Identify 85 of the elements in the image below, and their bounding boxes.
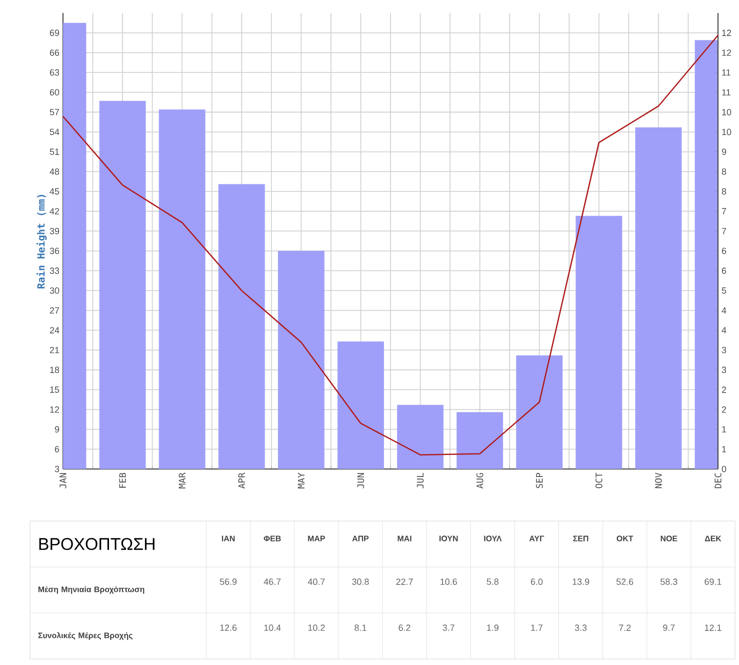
x-tick-label: FEB: [119, 472, 126, 488]
x-tick-label: JAN: [60, 473, 66, 488]
y2-tick-label: 2: [722, 406, 726, 413]
y-tick-label: 30: [50, 287, 60, 294]
data-label: 69.1: [704, 578, 722, 585]
text: ΒΡΟΧΟΠΤΩΣΗ: [39, 538, 154, 550]
data-label: 6.2: [398, 624, 410, 631]
y-tick-label: 57: [50, 108, 60, 116]
y-tick-label: 12: [50, 406, 60, 413]
x-tick-label: JUL: [416, 472, 424, 488]
data-label: 8.1: [354, 624, 366, 631]
data-label: 13.9: [572, 578, 590, 585]
data-label: 56.9: [220, 578, 237, 585]
y-tick-label: 45: [50, 188, 60, 195]
line-series: [63, 34, 718, 456]
y-tick-label: 60: [50, 89, 60, 96]
x-tick-label: DEC: [714, 473, 722, 488]
y-tick-label: 9: [54, 426, 60, 433]
data-label: 10.4: [264, 624, 281, 631]
y2-tick-label: 6: [722, 248, 726, 254]
x-tick-label: APR: [238, 472, 245, 489]
y-tick-label: 18: [50, 366, 60, 374]
y-tick-label: 63: [50, 69, 60, 76]
x-tick-label: OCT: [596, 472, 602, 488]
data-label: 5.8: [486, 578, 498, 585]
y2-tick-label: 10: [722, 128, 732, 136]
y-tick-label: 36: [50, 248, 60, 254]
y2-tick-label: 7: [722, 208, 726, 214]
data-label: 10.6: [440, 578, 457, 585]
data-label: 7.2: [619, 624, 631, 631]
y-tick-label: 24: [50, 327, 60, 334]
y-tick-label: 33: [50, 268, 60, 274]
x-tick-label: JUN: [357, 473, 364, 488]
y2-tick-label: 1: [722, 426, 726, 432]
data-label: 1.9: [487, 624, 498, 631]
y-tick-label: 48: [50, 168, 60, 175]
x-tick-label: MAR: [178, 472, 186, 488]
y2-tick-label: 6: [722, 268, 726, 274]
y2-tick-label: 8: [722, 168, 726, 175]
y-tick-label: 6: [54, 446, 60, 452]
data-label: 46.7: [264, 578, 281, 585]
data-label: 30.8: [352, 578, 369, 585]
y-tick-label: 15: [50, 386, 60, 393]
y-tick-label: 21: [50, 346, 60, 354]
y2-tick-label: 12: [722, 30, 732, 36]
x-tick-label: MAY: [298, 472, 304, 488]
data-label: 10.2: [308, 624, 325, 631]
y2-tick-label: 2: [722, 386, 726, 393]
x-tick-label: SEP: [536, 472, 543, 488]
x-tick-label: NOV: [655, 472, 662, 488]
y-tick-label: 27: [50, 307, 60, 314]
data-label: 9.7: [663, 624, 675, 631]
y-tick-label: 3: [54, 466, 60, 472]
y2-tick-label: 1: [722, 446, 726, 452]
y2-tick-label: 0: [722, 466, 726, 472]
y2-tick-label: 8: [722, 188, 726, 195]
y2-tick-label: 5: [722, 287, 726, 294]
data-label: 3.7: [442, 624, 454, 631]
y2-tick-label: 11: [722, 69, 730, 76]
data-label: 40.7: [308, 578, 325, 585]
data-label: 3.3: [574, 624, 587, 631]
y-tick-label: 54: [50, 128, 60, 136]
y2-tick-label: 3: [722, 366, 726, 374]
y2-tick-label: 12: [722, 50, 732, 56]
y-tick-label: 51: [50, 148, 60, 155]
y2-tick-label: 4: [722, 327, 726, 334]
y-tick-label: 66: [50, 49, 60, 56]
data-label: 22.7: [396, 578, 413, 585]
y2-tick-label: 9: [722, 148, 726, 155]
data-label: 6.0: [530, 578, 543, 585]
y2-tick-label: 3: [722, 346, 726, 354]
data-label: 58.3: [660, 578, 678, 585]
y-tick-label: 42: [50, 208, 60, 214]
y-axis-title: Rain Height (mm): [36, 194, 47, 288]
y2-tick-label: 4: [722, 307, 726, 314]
data-label: 52.6: [616, 578, 634, 585]
data-label: 12.1: [704, 624, 722, 631]
x-tick-label: AUG: [476, 473, 484, 489]
y-tick-label: 39: [50, 228, 60, 234]
y-tick-label: 69: [50, 30, 60, 36]
y2-tick-label: 11: [722, 89, 730, 96]
data-label: 1.7: [531, 624, 542, 631]
y2-tick-label: 10: [722, 108, 732, 116]
data-label: 12.6: [220, 624, 237, 631]
y2-tick-label: 7: [722, 228, 726, 234]
